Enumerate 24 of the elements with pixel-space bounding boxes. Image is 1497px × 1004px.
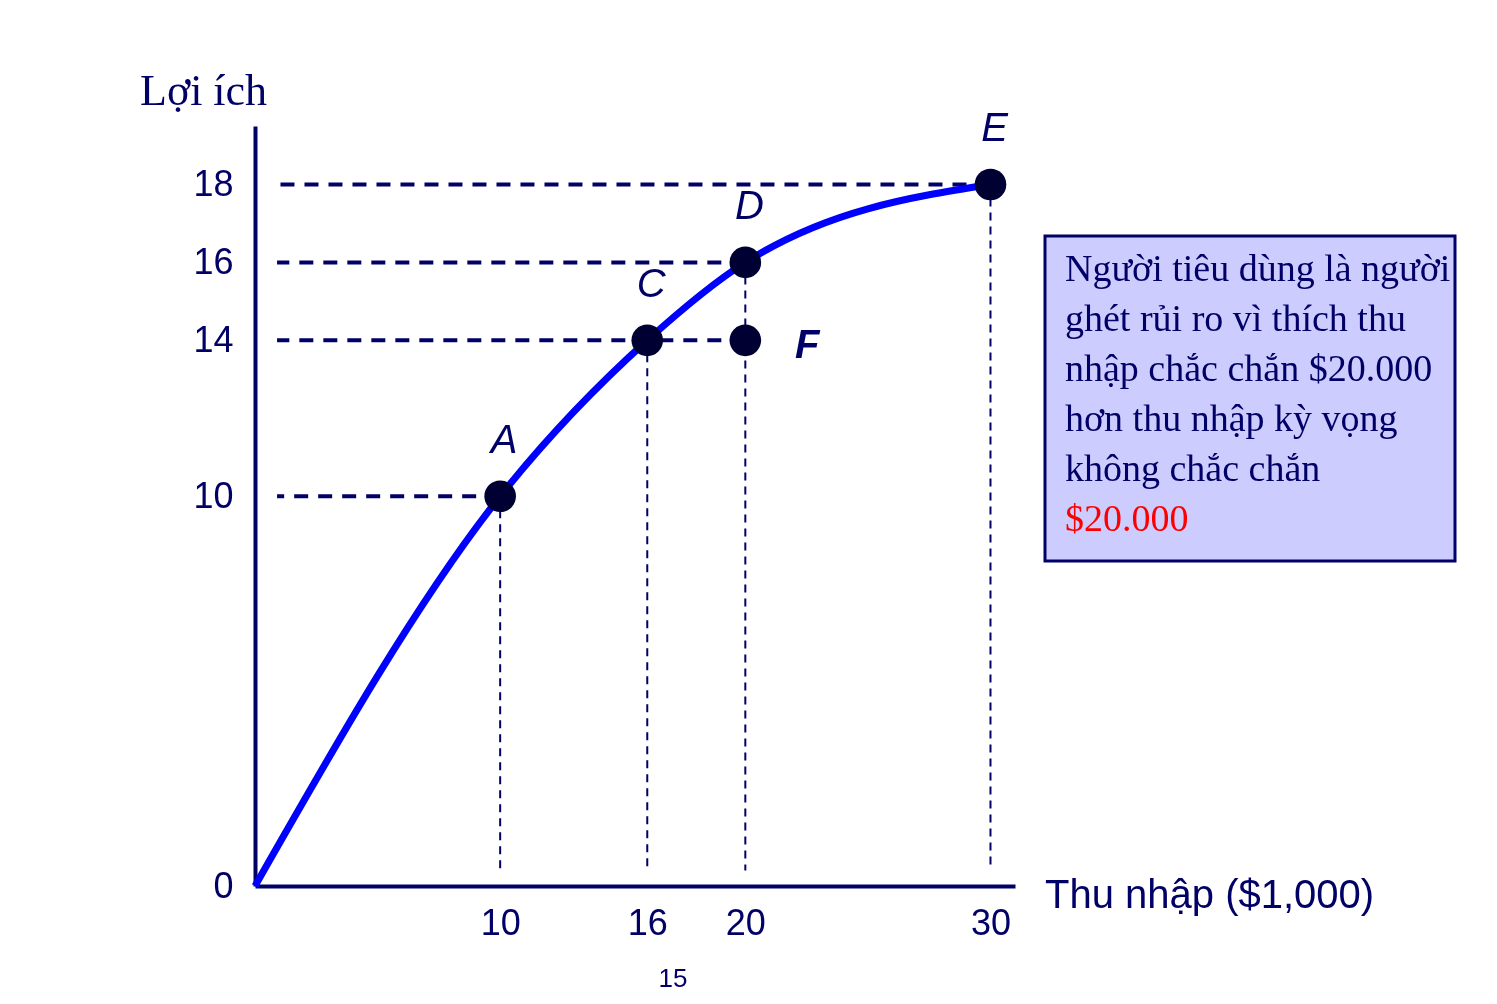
y-tick-label: 16 <box>193 240 234 282</box>
point <box>729 324 762 357</box>
annotation: C <box>636 261 667 306</box>
y-tick-label: 0 <box>213 864 234 906</box>
x-axis-title: Thu nhập ($1,000) <box>1045 872 1375 916</box>
x-tick-label: 30 <box>970 901 1012 943</box>
point <box>974 168 1007 201</box>
annotation: A <box>488 417 518 462</box>
annotation: E <box>981 105 1010 150</box>
x-tick-label: 10 <box>480 901 521 943</box>
y-tick-label: 14 <box>193 318 234 360</box>
x-tick-label: 20 <box>725 901 766 943</box>
text: Người tiêu dùng là người ghét rủi ro vì thích thu nhập chắc chắn $20.000 hơn thu nhập kỳ vọng không chắc chắn <box>1065 247 1451 489</box>
point <box>484 480 516 513</box>
x-tick-label: 16 <box>627 901 668 943</box>
text: $20.000 <box>1065 497 1189 539</box>
annotation: F <box>795 322 822 367</box>
point <box>631 324 664 357</box>
point <box>729 246 762 279</box>
y-axis-title: Lợi ích <box>140 66 268 115</box>
y-tick-label: 18 <box>193 162 234 204</box>
y-tick-label: 10 <box>193 474 234 516</box>
annotation: D <box>734 183 764 228</box>
text: 15 <box>658 963 688 993</box>
